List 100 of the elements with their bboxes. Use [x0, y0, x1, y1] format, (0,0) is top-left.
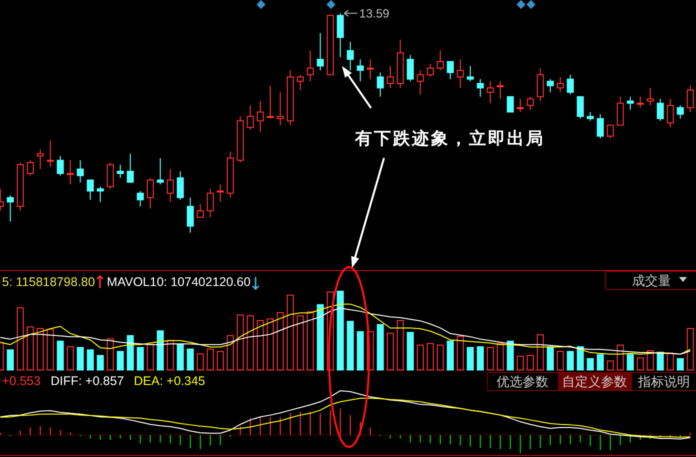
bar [76, 347, 84, 370]
candlestick [376, 72, 384, 98]
candlestick [606, 124, 614, 139]
bar [156, 330, 164, 370]
candlestick [596, 114, 604, 139]
candlestick [336, 12, 344, 58]
bar [376, 324, 384, 370]
candlestick [56, 155, 64, 176]
bar [226, 335, 234, 370]
text: 指标说明 [637, 374, 690, 389]
candlestick [196, 204, 204, 218]
candlestick [536, 68, 544, 102]
bar [56, 340, 64, 370]
candlestick [306, 50, 314, 82]
bar [26, 326, 34, 370]
candlestick [416, 70, 424, 95]
candlestick [506, 96, 514, 113]
bar [166, 340, 174, 370]
candlestick [46, 140, 54, 168]
bar [186, 348, 194, 370]
bar [436, 344, 444, 370]
candlestick [86, 180, 94, 200]
bar [406, 332, 414, 370]
candlestick [386, 65, 394, 88]
text: 5: 115818798.80 [2, 275, 95, 289]
bar [466, 347, 474, 370]
text: 成交量 [632, 273, 671, 288]
bar [256, 320, 264, 370]
bar [46, 328, 54, 370]
candlestick [356, 58, 364, 82]
candlestick [106, 162, 114, 190]
candlestick [666, 98, 674, 128]
bar [626, 354, 634, 370]
text: 自定义参数 [562, 374, 627, 389]
bar [6, 349, 14, 370]
bar [566, 350, 574, 370]
bar [386, 332, 394, 370]
candlestick [176, 170, 184, 200]
bar [676, 358, 684, 370]
text: DEA: +0.345 [134, 374, 206, 388]
text: DIFF: +0.857 [50, 374, 124, 388]
candlestick [566, 74, 574, 95]
bar [96, 354, 104, 370]
bar [586, 358, 594, 370]
bar [206, 348, 214, 370]
text: +0.553 [2, 374, 41, 388]
bar [346, 320, 354, 370]
candlestick [206, 188, 214, 218]
candlestick [276, 92, 284, 126]
candlestick [656, 98, 664, 122]
bar [426, 343, 434, 370]
bar [456, 336, 464, 370]
bar [306, 311, 314, 370]
bar [336, 290, 344, 370]
bar [446, 340, 454, 370]
bar [106, 338, 114, 370]
candlestick [616, 96, 624, 126]
bar [296, 315, 304, 370]
bar [246, 315, 254, 370]
bar [476, 346, 484, 370]
candlestick [76, 160, 84, 183]
candlestick [556, 76, 564, 93]
candlestick [476, 78, 484, 98]
candlestick [446, 61, 454, 80]
bar [416, 344, 424, 370]
candlestick [636, 96, 644, 108]
candlestick [166, 168, 174, 202]
candlestick [346, 41, 354, 71]
candlestick [406, 54, 414, 82]
candlestick [646, 87, 654, 106]
candlestick [436, 50, 444, 71]
bar [196, 353, 204, 370]
candlestick [216, 184, 224, 202]
bar [276, 312, 284, 370]
candlestick [36, 148, 44, 170]
candlestick [576, 96, 584, 120]
bar [596, 354, 604, 370]
candlestick [496, 80, 504, 100]
annotation: 13.59 [359, 6, 390, 20]
bar [546, 346, 554, 370]
bar [216, 350, 224, 370]
candlestick [256, 100, 264, 132]
bar [126, 335, 134, 370]
bar [286, 294, 294, 370]
candlestick [266, 85, 274, 120]
candlestick [466, 65, 474, 82]
text: 优选参数 [496, 374, 548, 389]
candlestick [156, 158, 164, 185]
bar [86, 349, 94, 370]
candlestick [146, 177, 154, 210]
bar [506, 340, 514, 370]
annotation: 有下跌迹象，立即出局 [354, 129, 545, 148]
candlestick [66, 160, 74, 185]
candlestick [186, 197, 194, 234]
candlestick [246, 104, 254, 130]
bar [576, 346, 584, 370]
candlestick [126, 153, 134, 183]
candlestick [366, 58, 374, 80]
candlestick [116, 164, 124, 178]
bar [236, 314, 244, 370]
